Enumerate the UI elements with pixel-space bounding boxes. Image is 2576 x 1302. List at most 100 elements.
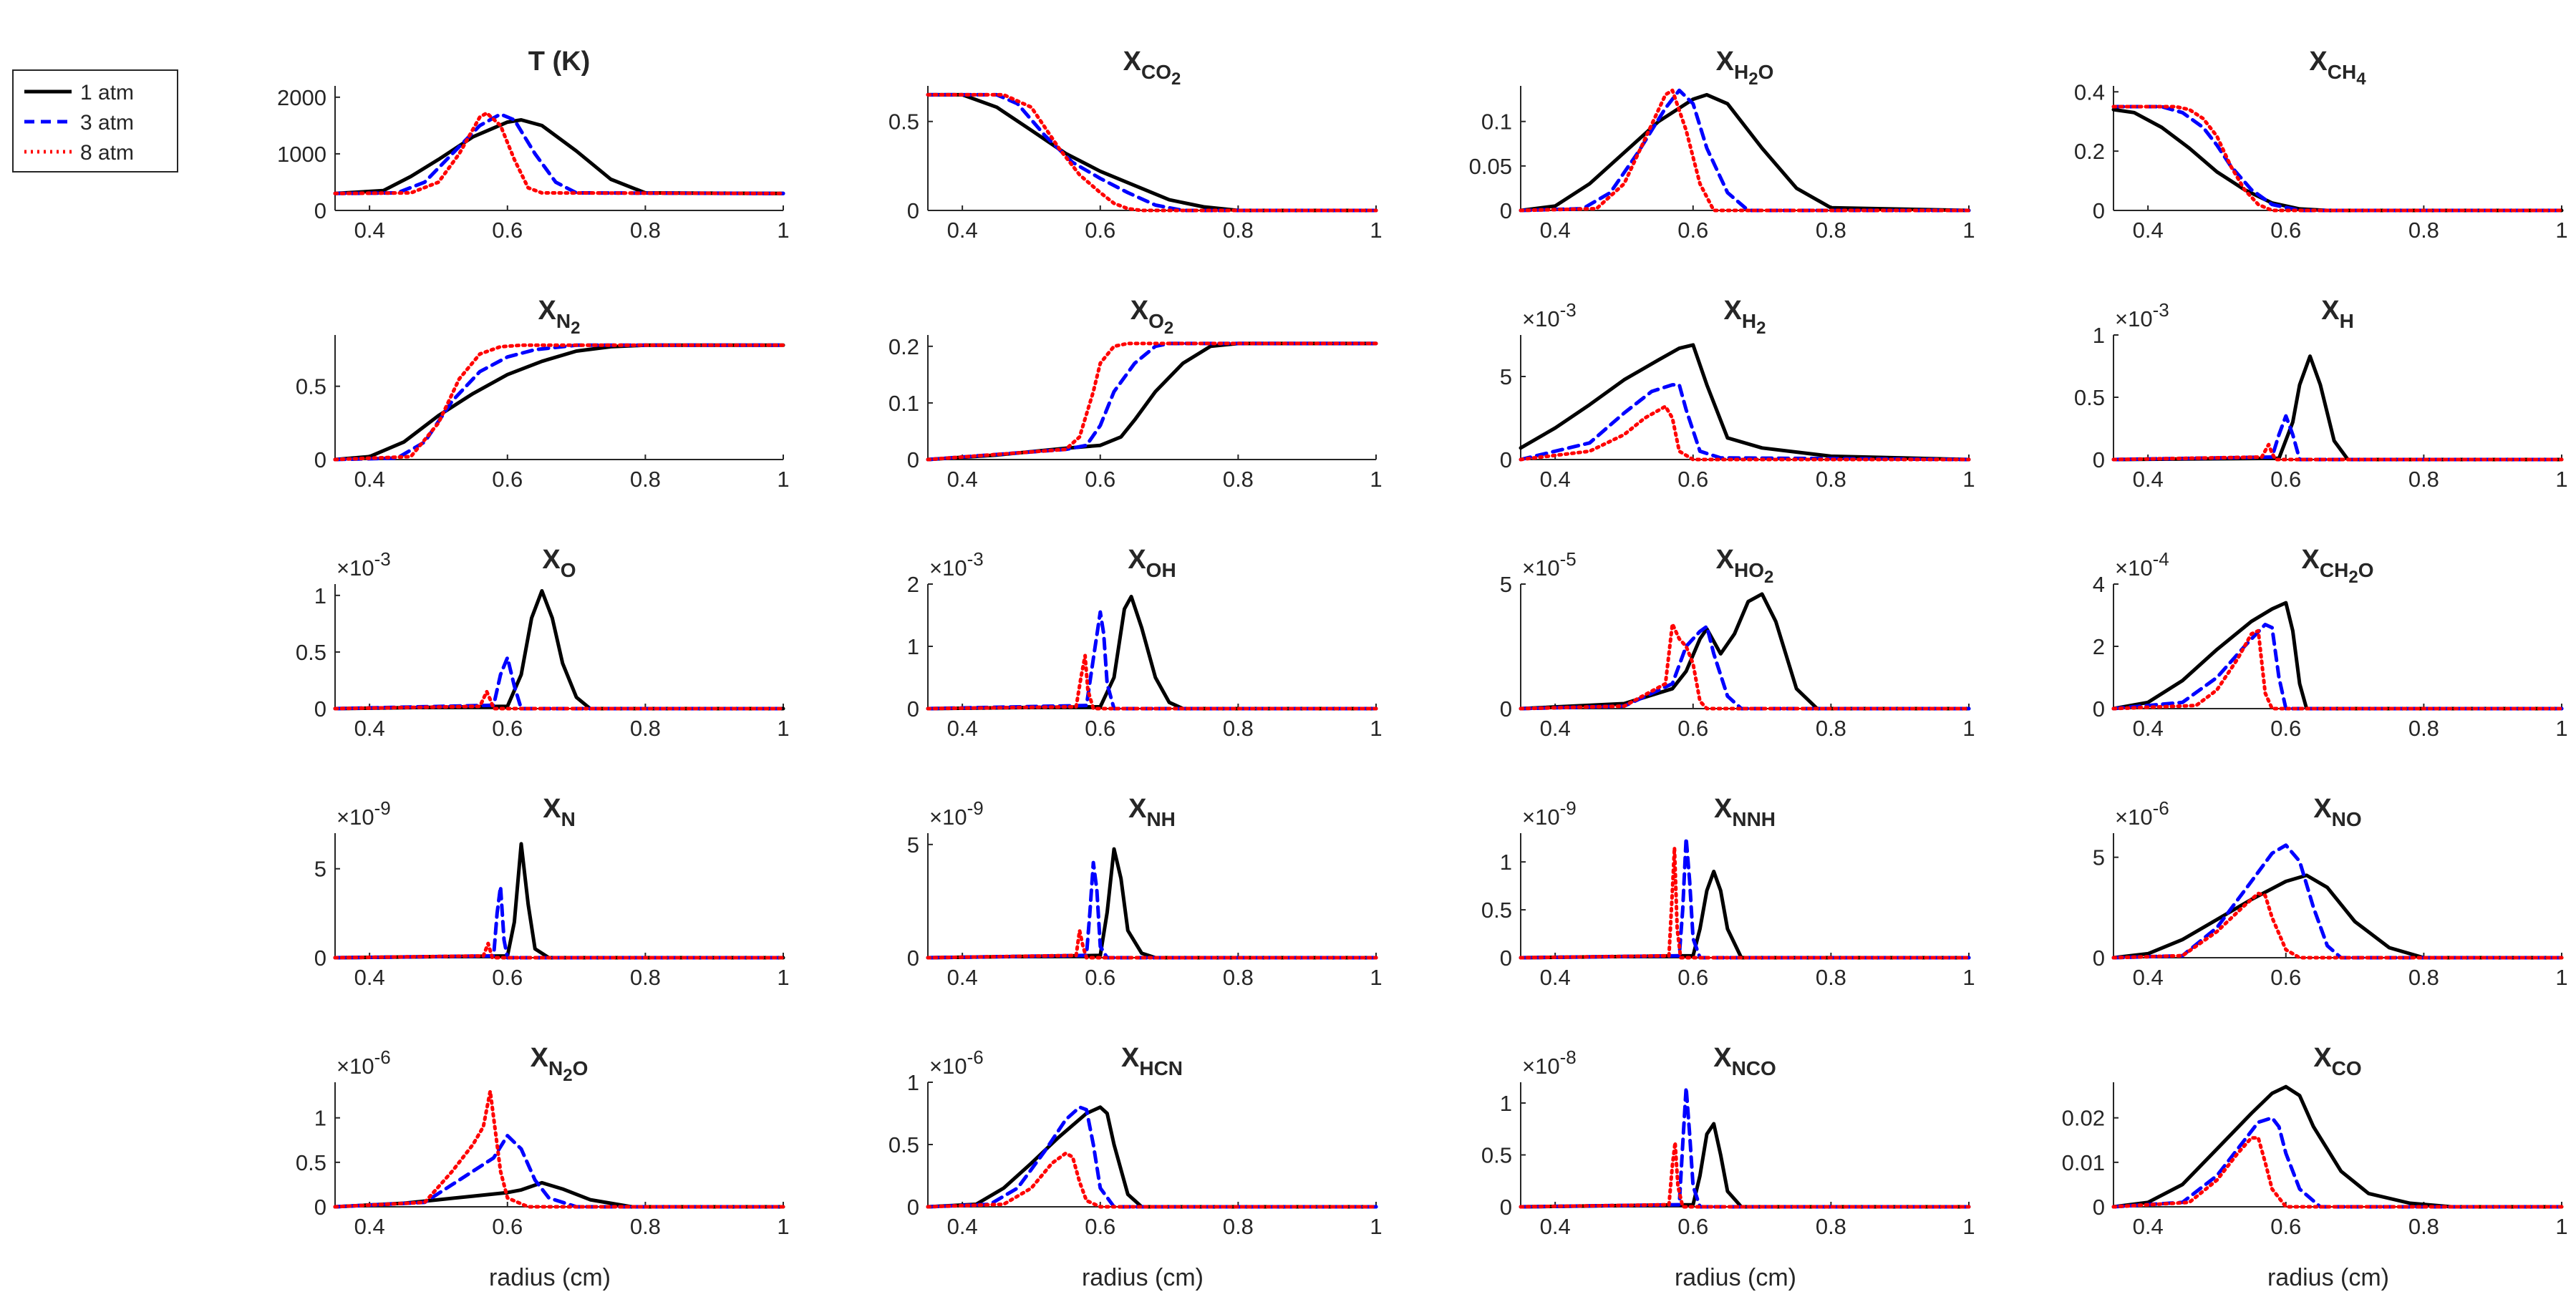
subplot-title: XNO	[2313, 794, 2361, 830]
y-tick-label: 0	[2093, 946, 2105, 971]
series-line-1-atm	[926, 594, 1378, 711]
x-tick-label: 0.6	[2270, 467, 2301, 492]
subplot-x-no: 0.4 0.6 0.8 105×10-6 XNO	[2093, 794, 2568, 990]
legend-label-8atm: 8 atm	[80, 141, 134, 165]
y-tick-label: 0	[907, 1195, 919, 1220]
x-tick-label: 1	[2555, 467, 2567, 492]
series-line-8-atm	[1519, 845, 1971, 960]
y-tick-label: 1	[907, 1070, 919, 1095]
subplot-x-co2: 0.4 0.6 0.8 1 0 0.5 XCO2	[888, 47, 1383, 243]
subplot-t-k: 0.4 0.6 0.8 1 0 1000 2000 T (K)	[277, 47, 790, 243]
series-line-3-atm	[2111, 623, 2564, 711]
series-line-8-atm	[333, 343, 785, 462]
x-tick-label: 1	[2555, 965, 2567, 990]
legend-label-3atm: 3 atm	[80, 111, 134, 135]
xlabel-col-2: radius (cm)	[1082, 1264, 1204, 1291]
subplot-title: XCO	[2313, 1043, 2361, 1079]
x-tick-label: 1	[1370, 965, 1382, 990]
x-tick-label: 1	[777, 716, 789, 741]
y-tick-label: 0	[907, 447, 919, 472]
series-line-8-atm	[2111, 442, 2564, 462]
x-tick-label: 0.6	[492, 467, 523, 492]
series-line-1-atm	[2111, 1084, 2564, 1209]
x-tick-label: 1	[777, 1214, 789, 1239]
y-tick-label: 0	[2093, 1195, 2105, 1220]
subplot-title: XN	[543, 794, 576, 830]
x-tick-label: 1	[1962, 1214, 1975, 1239]
subplot-title: XO2	[1130, 296, 1174, 338]
x-tick-label: 0.4	[947, 965, 978, 990]
x-tick-label: 0.4	[1540, 716, 1571, 741]
series-line-3-atm	[1519, 383, 1971, 462]
series-line-3-atm	[926, 1105, 1378, 1209]
y-tick-label: 0.5	[2074, 385, 2105, 410]
x-tick-label: 0.8	[630, 467, 661, 492]
subplot-title: XN2	[538, 296, 581, 338]
y-tick-label: 0.05	[1469, 154, 1512, 179]
series-line-8-atm	[2111, 891, 2564, 960]
series-line-1-atm	[333, 118, 785, 195]
y-tick-label: 0.2	[2074, 139, 2105, 164]
y-tick-label: 0	[314, 198, 326, 223]
series-line-1-atm	[2111, 873, 2564, 960]
subplot-x-n2: 0.4 0.6 0.8 1 0 0.5 XN2	[296, 296, 790, 492]
subplot-title: T (K)	[528, 47, 591, 77]
x-tick-label: 0.4	[2133, 1214, 2164, 1239]
x-tick-label: 1	[777, 218, 789, 243]
y-tick-label: 0.02	[2062, 1106, 2105, 1131]
x-tick-label: 0.4	[354, 218, 385, 243]
xlabel-col-4: radius (cm)	[2267, 1264, 2389, 1291]
x-tick-label: 1	[1370, 467, 1382, 492]
x-tick-label: 0.4	[2133, 467, 2164, 492]
series-line-1-atm	[1519, 592, 1971, 711]
series-line-8-atm	[1519, 1140, 1971, 1209]
x-tick-label: 0.4	[947, 467, 978, 492]
series-line-3-atm	[926, 92, 1378, 213]
x-tick-label: 0.6	[1085, 467, 1115, 492]
subplot-title: XHCN	[1121, 1043, 1183, 1079]
y-tick-label: 5	[314, 857, 326, 882]
series-line-8-atm	[1519, 404, 1971, 462]
x-tick-label: 1	[1962, 467, 1975, 492]
x-tick-label: 0.4	[2133, 965, 2164, 990]
x-tick-label: 0.8	[2408, 716, 2439, 741]
series-line-1-atm	[1519, 343, 1971, 462]
y-tick-label: 0	[2093, 447, 2105, 472]
y-tick-label: 0	[314, 447, 326, 472]
y-tick-label: 0.5	[296, 1150, 326, 1175]
series-line-8-atm	[926, 654, 1378, 711]
x-tick-label: 0.4	[947, 1214, 978, 1239]
subplot-title: XCO2	[1123, 47, 1181, 89]
series-line-8-atm	[1519, 88, 1971, 213]
x-tick-label: 0.8	[630, 965, 661, 990]
subplot-x-nco: 0.4 0.6 0.8 100.51×10-8 XNCO	[1481, 1043, 1975, 1239]
y-tick-label: 0.4	[2074, 79, 2105, 105]
series-line-8-atm	[926, 92, 1378, 213]
y-tick-label: 5	[1500, 572, 1512, 597]
subplot-x-h2o: 0.4 0.6 0.8 1 0 0.05 0.1 XH2O	[1469, 47, 1975, 243]
y-tick-label: 4	[2093, 572, 2105, 597]
x-tick-label: 0.6	[1085, 1214, 1115, 1239]
xlabel-col-3: radius (cm)	[1675, 1264, 1796, 1291]
subplot-title: XNCO	[1713, 1043, 1776, 1079]
x-tick-label: 0.6	[492, 218, 523, 243]
x-tick-label: 0.6	[492, 965, 523, 990]
x-tick-label: 0.8	[1223, 467, 1254, 492]
x-tick-label: 0.8	[630, 1214, 661, 1239]
x-tick-label: 0.6	[1677, 716, 1708, 741]
x-tick-label: 0.4	[1540, 467, 1571, 492]
series-line-1-atm	[2111, 354, 2564, 462]
x-tick-label: 0.8	[2408, 965, 2439, 990]
series-line-1-atm	[1519, 92, 1971, 213]
y-tick-label: 0	[314, 946, 326, 971]
x-tick-label: 0.4	[947, 716, 978, 741]
y-tick-label: 0	[2093, 198, 2105, 223]
y-tick-label: 0.5	[296, 640, 326, 665]
subplot-title: XCH2O	[2302, 545, 2374, 587]
x-tick-label: 0.4	[2133, 218, 2164, 243]
series-line-3-atm	[333, 112, 785, 195]
x-tick-label: 0.8	[1816, 1214, 1846, 1239]
x-tick-label: 0.8	[2408, 1214, 2439, 1239]
